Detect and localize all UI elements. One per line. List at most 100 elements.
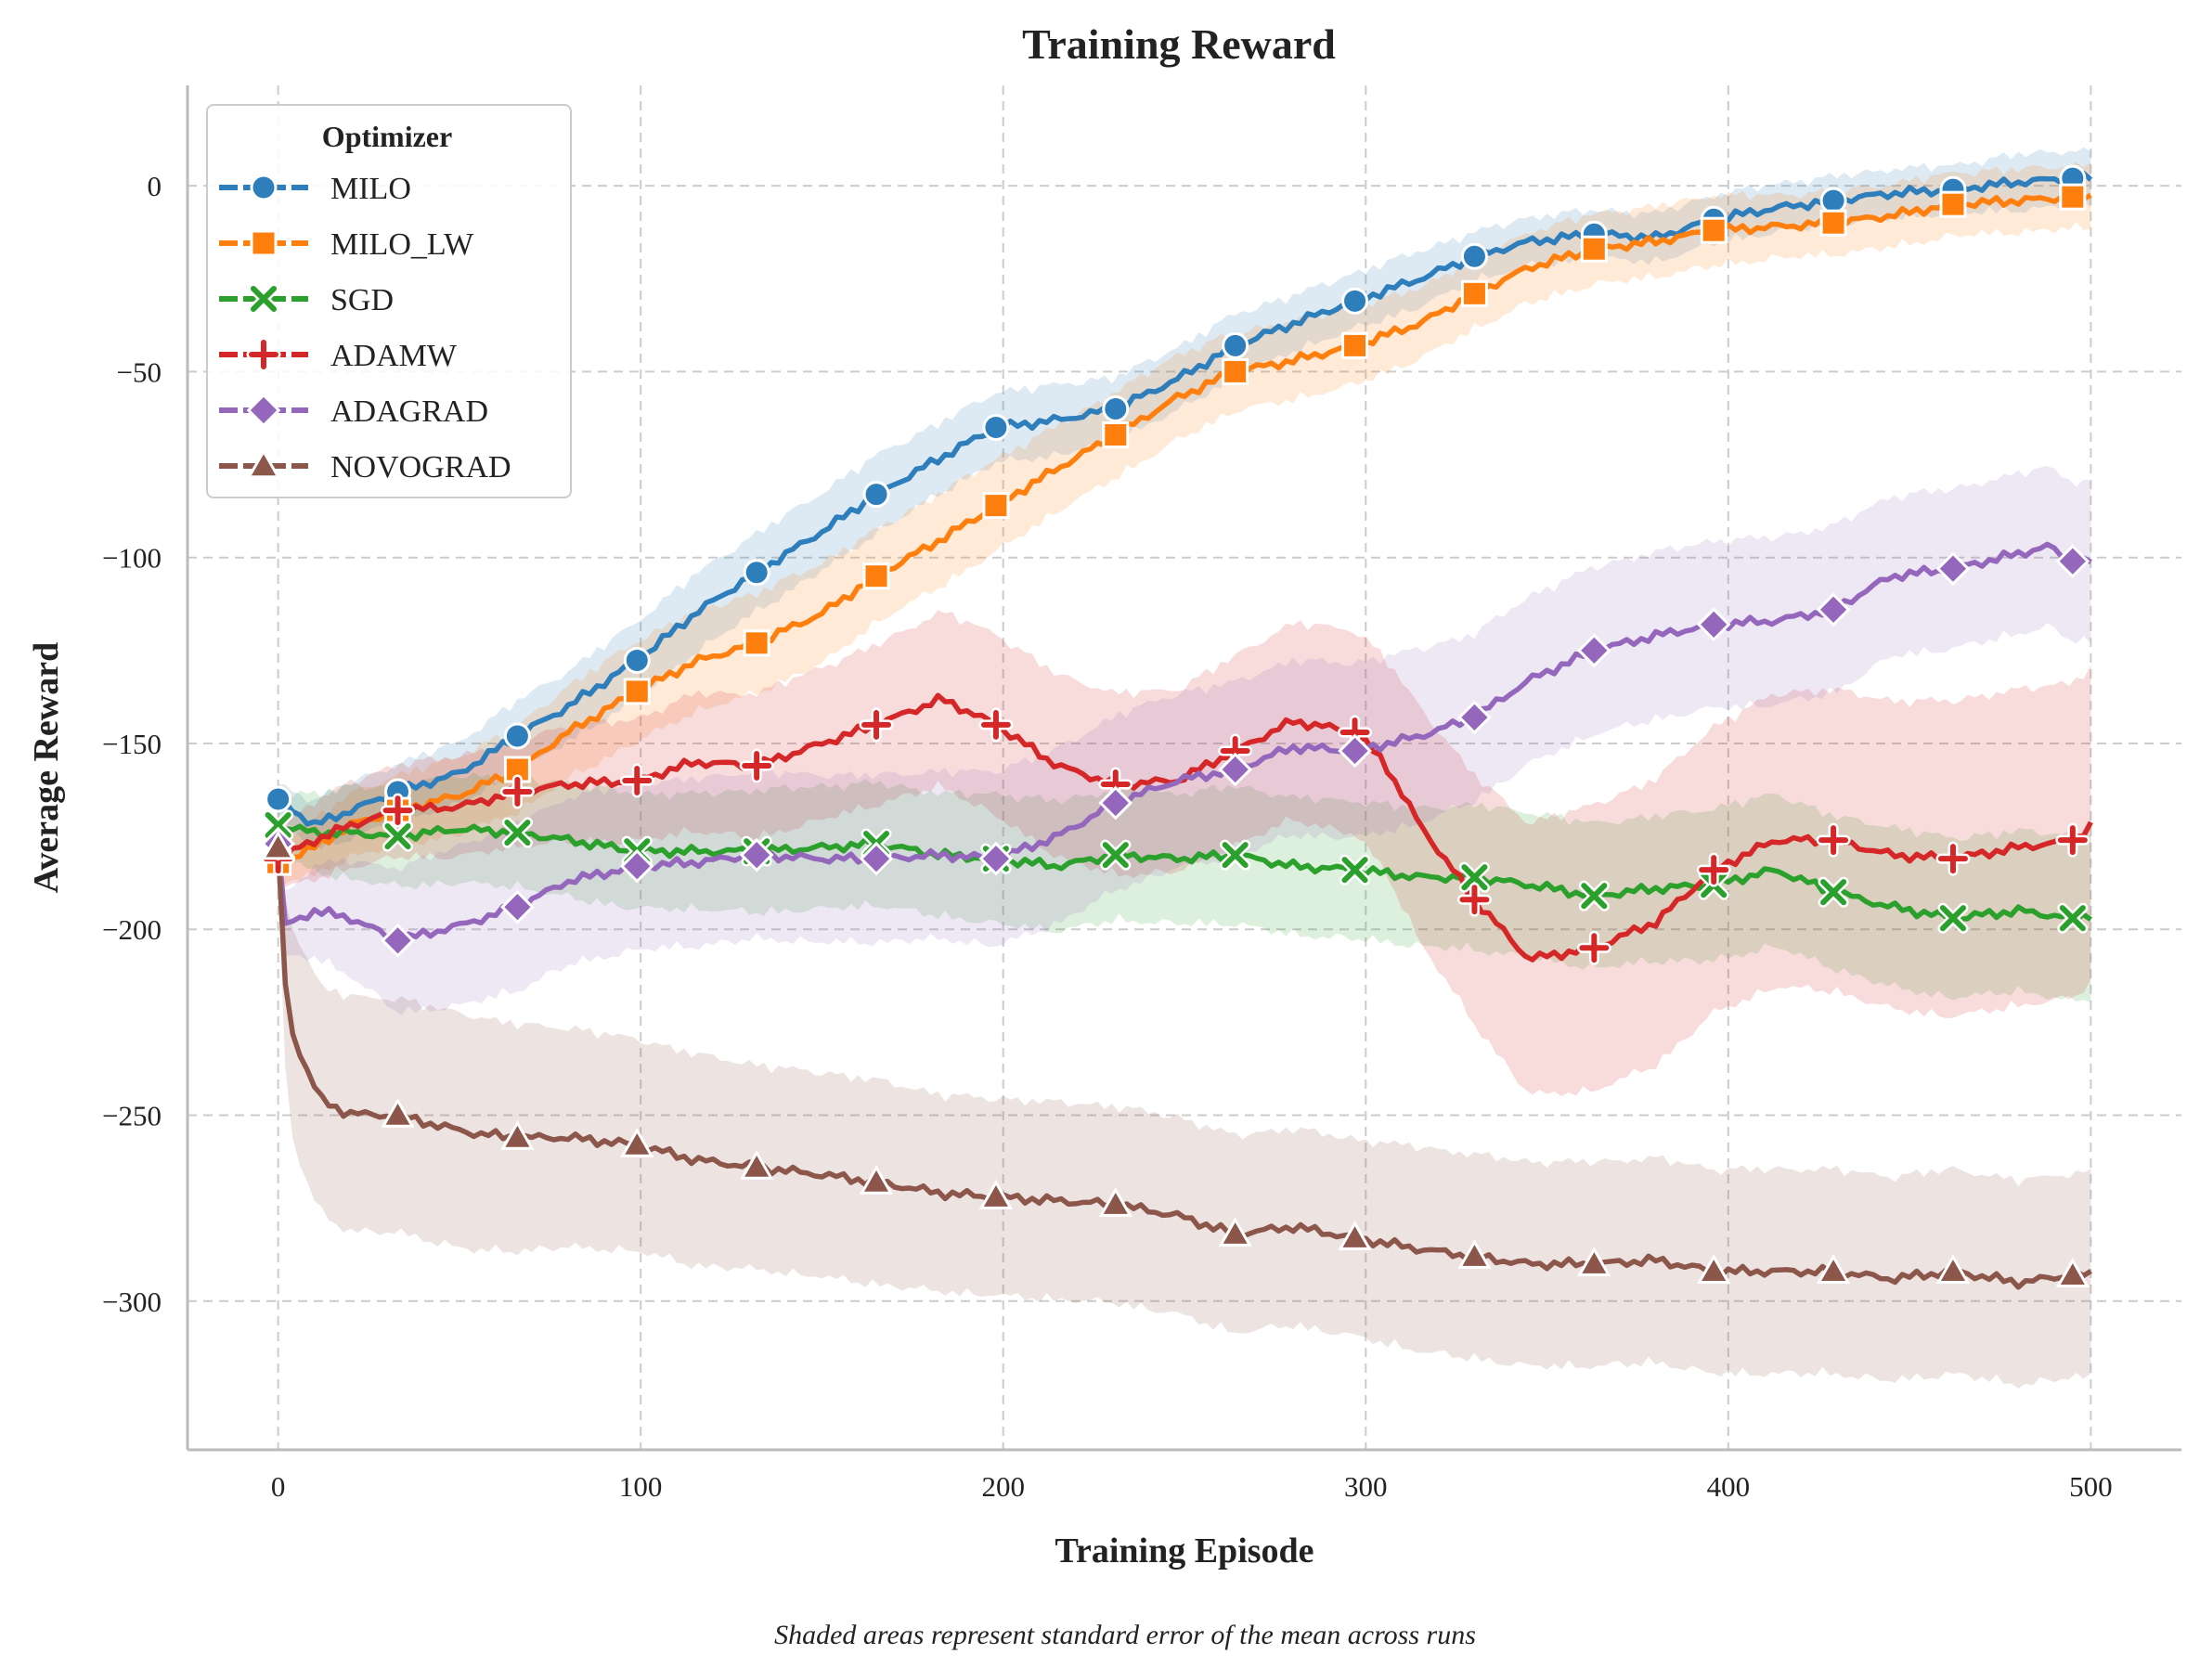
marker-milo-lw bbox=[862, 562, 890, 590]
marker-adamw bbox=[978, 707, 1014, 743]
marker-adagrad bbox=[1935, 551, 1971, 587]
marker-novograd bbox=[1935, 1254, 1971, 1284]
marker-milo bbox=[743, 559, 770, 587]
marker-milo bbox=[1222, 331, 1249, 359]
y-tick-label: −200 bbox=[102, 913, 162, 946]
marker-adamw bbox=[2055, 822, 2090, 858]
marker-milo-lw bbox=[743, 629, 770, 657]
legend-marker-adagrad bbox=[246, 393, 281, 428]
marker-milo-lw bbox=[623, 678, 651, 705]
marker-milo-lw bbox=[1819, 209, 1847, 237]
error-band-milo-lw bbox=[278, 162, 2091, 885]
marker-adamw bbox=[1456, 882, 1492, 917]
marker-adagrad bbox=[2055, 544, 2090, 579]
legend-item-milo-lw: MILO_LW bbox=[219, 227, 474, 262]
series-line-adamw bbox=[277, 692, 2093, 963]
legend-item-sgd: SGD bbox=[219, 283, 394, 317]
legend-label-sgd: SGD bbox=[330, 283, 394, 317]
marker-milo-lw bbox=[1222, 357, 1249, 385]
marker-sgd bbox=[2057, 902, 2089, 934]
legend-box bbox=[206, 104, 572, 498]
marker-novograd bbox=[620, 1127, 654, 1157]
marker-sgd bbox=[1937, 902, 1969, 934]
marker-milo-lw bbox=[1460, 279, 1488, 307]
error-band-sgd bbox=[278, 772, 2091, 1002]
error-band-novograd bbox=[278, 807, 2091, 1389]
legend-marker-milo bbox=[250, 174, 278, 201]
y-tick-label: −50 bbox=[117, 355, 162, 388]
series-line-sgd bbox=[277, 822, 2092, 923]
marker-adamw bbox=[1576, 930, 1611, 965]
error-bands bbox=[278, 147, 2091, 1389]
legend-item-milo: MILO bbox=[219, 172, 411, 206]
marker-novograd bbox=[500, 1119, 535, 1150]
series-line-adagrad bbox=[275, 541, 2092, 947]
marker-novograd bbox=[859, 1164, 894, 1195]
marker-adamw bbox=[499, 774, 535, 809]
axes bbox=[186, 85, 2181, 1452]
x-tick-label: 300 bbox=[1344, 1470, 1388, 1503]
legend-marker-milo-lw bbox=[250, 229, 278, 257]
marker-adagrad bbox=[1576, 633, 1611, 668]
marker-milo-lw bbox=[2059, 183, 2087, 211]
legend-item-novograd: NOVOGRAD bbox=[219, 448, 511, 485]
y-tick-labels: 0 −50 −100 −150 −200 −250 −300 bbox=[102, 170, 162, 1318]
marker-adagrad bbox=[1338, 733, 1372, 769]
series-lines bbox=[275, 170, 2093, 1290]
marker-sgd bbox=[501, 817, 533, 848]
legend-items: MILO MILO_LW SGD ADAMW ADAGRAD NOVOGRAD bbox=[219, 172, 511, 485]
y-tick-label: −150 bbox=[102, 728, 162, 760]
marker-adagrad bbox=[859, 841, 894, 876]
legend-title: Optimizer bbox=[322, 120, 452, 153]
marker-milo bbox=[1819, 187, 1847, 214]
marker-sgd bbox=[1578, 880, 1610, 911]
marker-adamw bbox=[381, 793, 416, 828]
marker-milo-lw bbox=[1939, 190, 1967, 218]
marker-adagrad bbox=[1218, 752, 1253, 787]
y-tick-label: −300 bbox=[102, 1286, 162, 1318]
marker-milo-lw bbox=[1102, 421, 1130, 449]
marker-milo-lw bbox=[1580, 235, 1608, 263]
y-tick-label: −250 bbox=[102, 1100, 162, 1132]
error-band-adagrad bbox=[278, 466, 2091, 1015]
marker-sgd bbox=[263, 809, 294, 841]
legend-label-adagrad: ADAGRAD bbox=[330, 394, 488, 429]
marker-novograd bbox=[1218, 1217, 1252, 1247]
marker-novograd bbox=[1816, 1254, 1851, 1284]
marker-adamw bbox=[859, 707, 894, 743]
marker-milo-lw bbox=[1700, 216, 1728, 244]
marker-sgd bbox=[1458, 861, 1490, 893]
series-line-milo-lw bbox=[278, 189, 2092, 865]
x-tick-label: 400 bbox=[1707, 1470, 1751, 1503]
marker-adagrad bbox=[381, 923, 415, 958]
x-tick-label: 100 bbox=[619, 1470, 663, 1503]
marker-milo bbox=[1102, 394, 1130, 422]
y-tick-label: −100 bbox=[102, 542, 162, 575]
marker-adamw bbox=[1935, 841, 1971, 876]
x-tick-labels: 0 100 200 300 400 500 bbox=[271, 1470, 2113, 1503]
marker-milo bbox=[265, 785, 292, 813]
marker-novograd bbox=[1697, 1254, 1731, 1284]
legend-item-adamw: ADAMW bbox=[219, 337, 458, 373]
marker-novograd bbox=[381, 1097, 415, 1128]
marker-sgd bbox=[1100, 839, 1132, 871]
marker-milo bbox=[1341, 287, 1369, 315]
legend-label-milo: MILO bbox=[330, 172, 411, 206]
legend-label-adamw: ADAMW bbox=[330, 339, 458, 373]
marker-adamw bbox=[1696, 852, 1731, 887]
marker-milo bbox=[1460, 242, 1488, 270]
marker-novograd bbox=[1457, 1239, 1492, 1269]
marker-novograd bbox=[1338, 1221, 1372, 1250]
marker-adagrad bbox=[1696, 607, 1731, 642]
marker-novograd bbox=[261, 830, 295, 860]
legend-label-novograd: NOVOGRAD bbox=[330, 450, 511, 485]
marker-novograd bbox=[1577, 1247, 1611, 1276]
chart-title: Training Reward bbox=[1022, 20, 1336, 68]
marker-adagrad bbox=[619, 848, 654, 884]
x-tick-label: 0 bbox=[271, 1470, 286, 1503]
legend-item-adagrad: ADAGRAD bbox=[219, 393, 488, 429]
marker-adagrad bbox=[1457, 700, 1492, 735]
series-markers bbox=[261, 164, 2090, 1287]
